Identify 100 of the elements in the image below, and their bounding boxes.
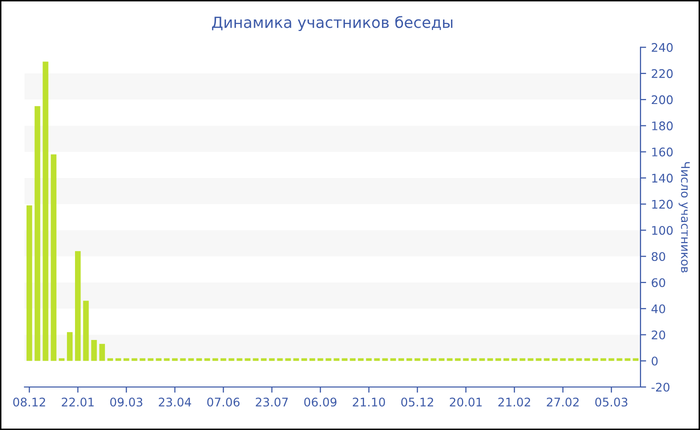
bar <box>374 358 380 361</box>
y-tick-label: 20 <box>652 330 666 340</box>
x-tick-label: 06.09 <box>304 398 336 407</box>
x-tick-label: 05.03 <box>595 398 628 407</box>
bar <box>164 358 170 361</box>
bar <box>366 358 372 361</box>
x-tick-label: 22.01 <box>62 398 94 407</box>
y-tick-label: 60 <box>652 278 666 288</box>
x-tick-label: 21.02 <box>498 398 530 407</box>
bar <box>180 358 186 361</box>
bar <box>148 358 154 361</box>
x-tick-label: 07.06 <box>207 398 240 407</box>
bar <box>83 300 89 361</box>
bar <box>382 358 388 361</box>
bar <box>584 358 590 361</box>
bar <box>326 358 332 361</box>
bar <box>430 358 436 361</box>
bar <box>156 358 162 361</box>
bar <box>236 358 242 361</box>
bar <box>277 358 283 361</box>
bar <box>616 358 622 361</box>
x-tick-label: 09.03 <box>110 398 142 407</box>
bar <box>252 358 259 361</box>
bar <box>196 358 202 361</box>
bar <box>358 358 364 361</box>
bar <box>260 358 267 361</box>
bar <box>552 358 558 361</box>
bar <box>544 358 550 361</box>
bar <box>132 358 138 361</box>
bar <box>212 358 218 361</box>
bar <box>188 358 194 361</box>
bar <box>495 358 502 361</box>
y-tick-label: 140 <box>652 174 673 183</box>
bar <box>608 358 614 361</box>
x-tick-label: 20.01 <box>450 398 482 407</box>
y-axis-title: Число участников <box>678 162 690 272</box>
bar <box>390 358 396 361</box>
bar <box>528 358 534 361</box>
bar <box>228 358 234 361</box>
x-tick-label: 05.12 <box>401 398 434 407</box>
bar <box>406 358 412 361</box>
bar <box>99 344 105 361</box>
bar <box>536 358 542 361</box>
y-tick-label: 120 <box>652 200 673 209</box>
bar <box>479 358 485 361</box>
bar <box>107 358 114 361</box>
bar <box>487 358 493 361</box>
bar <box>115 358 122 361</box>
bar <box>512 358 518 361</box>
x-tick-label: 23.07 <box>256 398 288 407</box>
bar <box>91 340 97 361</box>
bar <box>318 358 324 361</box>
bar <box>342 358 348 361</box>
bar <box>301 358 308 361</box>
y-tick-label: 100 <box>652 226 673 235</box>
y-tick-label: 160 <box>652 148 673 156</box>
bar <box>26 205 32 361</box>
x-tick-label: 23.04 <box>158 398 192 407</box>
bar <box>50 154 56 361</box>
bar <box>471 358 477 361</box>
bar <box>34 106 40 361</box>
bar <box>285 358 291 361</box>
bar <box>414 358 420 361</box>
bar <box>269 358 275 361</box>
bar <box>568 358 574 361</box>
bar <box>309 358 316 361</box>
bar <box>454 358 461 361</box>
bar <box>422 358 428 361</box>
y-tick-label: 40 <box>651 304 666 314</box>
bar <box>58 358 65 361</box>
bar <box>42 62 48 361</box>
bar <box>624 358 630 361</box>
bar <box>398 358 404 361</box>
bar <box>503 358 510 361</box>
y-tick-label: 180 <box>652 121 673 130</box>
bar <box>576 358 582 361</box>
bar <box>463 358 469 361</box>
y-tick-label: 200 <box>652 95 673 104</box>
bar <box>632 358 638 361</box>
bar <box>66 332 73 361</box>
bar <box>438 358 444 361</box>
bar <box>293 358 299 361</box>
bar <box>220 358 226 361</box>
y-tick-label: -20 <box>651 382 670 392</box>
bar <box>204 358 210 361</box>
bar <box>140 358 146 361</box>
bar <box>244 358 250 361</box>
bar <box>124 358 130 361</box>
bar <box>172 358 178 361</box>
y-tick-label: 80 <box>652 252 666 261</box>
y-tick-label: 220 <box>652 69 673 78</box>
bar <box>350 358 356 361</box>
y-tick-label: 0 <box>652 356 658 366</box>
bar <box>600 358 606 361</box>
bar <box>334 358 340 361</box>
bar <box>75 251 81 361</box>
bar <box>520 358 526 361</box>
bar <box>592 358 598 361</box>
bar <box>560 358 566 361</box>
x-tick-label: 21.10 <box>352 398 385 407</box>
